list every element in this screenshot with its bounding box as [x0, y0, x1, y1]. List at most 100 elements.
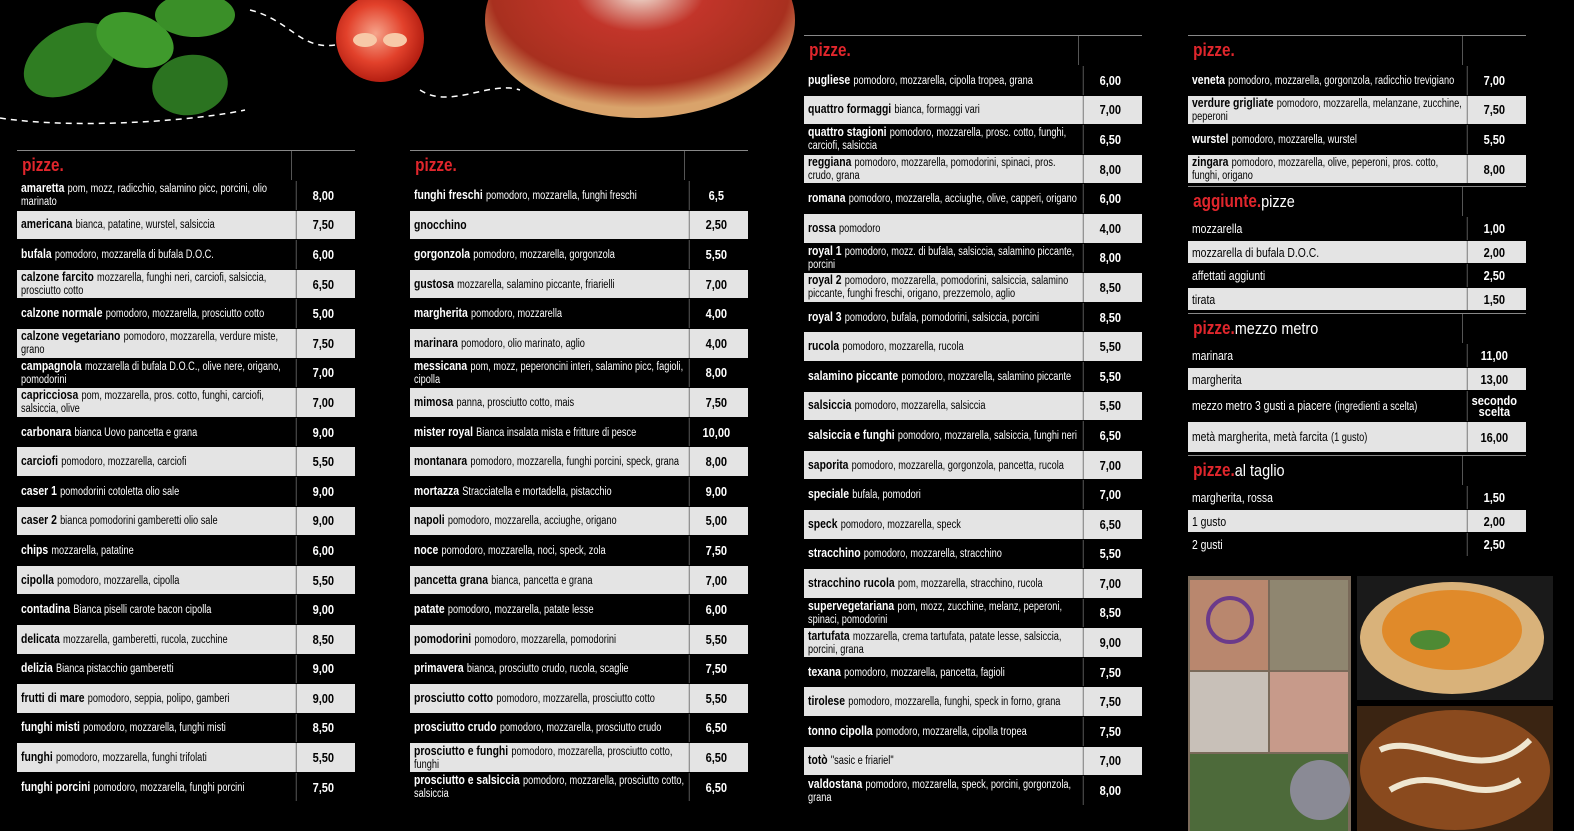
menu-item: margherita, rossa 1,50 [1188, 486, 1526, 509]
item-name: bufala [21, 245, 52, 261]
item-text: pancetta grana bianca, pancetta e grana [410, 566, 684, 595]
menu-item: wurstel pomodoro, mozzarella, wurstel 5,50 [1188, 125, 1526, 154]
item-price: 6,50 [688, 713, 743, 743]
menu-item: reggiana pomodoro, mozzarella, pomodorini… [804, 154, 1142, 184]
item-text: veneta pomodoro, mozzarella, gorgonzola, … [1188, 66, 1462, 95]
item-text: zingara pomodoro, mozzarella, olive, pepe… [1188, 155, 1462, 184]
item-text-inner: prosciutto crudo pomodoro, mozzarella, pr… [410, 720, 684, 734]
item-text: gorgonzola pomodoro, mozzarella, gorgonzo… [410, 240, 684, 269]
item-price: 7,00 [1082, 569, 1137, 598]
item-text: mortazza Stracciatella e mortadella, pist… [410, 477, 684, 506]
section-title-wrap: pizze. [1188, 40, 1235, 65]
menu-item: montanara pomodoro, mozzarella, funghi po… [410, 447, 748, 476]
item-text-inner: pugliese pomodoro, mozzarella, cipolla tr… [804, 73, 1078, 87]
item-price: 6,50 [688, 743, 743, 772]
item-text: cipolla pomodoro, mozzarella, cipolla [17, 566, 291, 595]
item-text-inner: rucola pomodoro, mozzarella, rucola [804, 338, 1078, 354]
item-text: carciofi pomodoro, mozzarella, carciofi [17, 447, 291, 476]
item-text: mimosa panna, prosciutto cotto, mais [410, 388, 684, 417]
item-name: calzone vegetariano [21, 328, 121, 344]
item-text-inner: mister royal Bianca insalata mista e frit… [410, 425, 684, 439]
menu-item: caser 2 bianca pomodorini gamberetti olio… [17, 506, 355, 536]
item-text-inner: prosciutto e salsiccia pomodoro, mozzarel… [410, 773, 684, 800]
menu-item: gustosa mozzarella, salamino piccante, fr… [410, 269, 748, 299]
menu-item: funghi pomodoro, mozzarella, funghi trifo… [17, 743, 355, 772]
item-price: 9,00 [295, 684, 350, 713]
item-text: royal 3 pomodoro, bufala, pomodorini, sal… [804, 303, 1078, 332]
item-name: speck [808, 515, 838, 531]
menu-item: texana pomodoro, mozzarella, pancetta, fa… [804, 657, 1142, 687]
item-name: cipolla [21, 571, 54, 587]
item-price: 7,50 [1466, 95, 1521, 125]
item-price: 7,00 [1082, 480, 1137, 509]
item-name: totò [808, 752, 828, 768]
item-text-inner: funghi porcini pomodoro, mozzarella, fung… [17, 780, 291, 794]
item-name: speciale [808, 486, 850, 502]
menu-item: margherita pomodoro, mozzarella 4,00 [410, 299, 748, 328]
menu-column: pizze. funghi freschi pomodoro, mozzarella… [410, 150, 748, 804]
photo [1188, 576, 1351, 831]
item-text: mister royal Bianca insalata mista e frit… [410, 418, 684, 447]
item-price: 5,50 [295, 565, 350, 595]
item-text-inner: texana pomodoro, mozzarella, pancetta, fa… [804, 665, 1078, 679]
item-price: 9,00 [688, 476, 743, 506]
item-text-inner: cipolla pomodoro, mozzarella, cipolla [17, 571, 291, 587]
section-title: pizze. [1193, 460, 1235, 481]
item-name: tonno cipolla [808, 722, 873, 738]
item-name: tirolese [808, 693, 845, 709]
menu-item: mister royal Bianca insalata mista e frit… [410, 417, 748, 447]
menu-item: gnocchino 2,50 [410, 210, 748, 240]
menu-item: metà margherita, metà farcita (1 gusto) 16… [1188, 422, 1526, 453]
item-price: 4,00 [688, 299, 743, 328]
menu-item: totò "sasic e friariel" 7,00 [804, 746, 1142, 776]
item-name: funghi [21, 749, 53, 765]
item-name: pomodorini [414, 630, 472, 646]
item-text: reggiana pomodoro, mozzarella, pomodorini… [804, 155, 1078, 184]
item-description: panna, prosciutto cotto, mais [456, 396, 575, 409]
item-description: bufala, pomodori [852, 489, 921, 502]
item-description: pomodoro, mozzarella, funghi porcini [93, 781, 245, 794]
item-text: carbonara bianca Uovo pancetta e grana [17, 418, 291, 447]
item-text: saporita pomodoro, mozzarella, gorgonzola… [804, 451, 1078, 480]
item-text: calzone vegetariano pomodoro, mozzarella,… [17, 329, 291, 358]
item-price: 8,50 [1082, 598, 1137, 628]
item-description: pomodoro, mozzarella, acciughe, origano [447, 515, 617, 528]
item-text-inner: calzone vegetariano pomodoro, mozzarella,… [17, 328, 291, 356]
section-header: pizze. [804, 35, 1142, 65]
item-price: 4,00 [1082, 213, 1137, 243]
item-text: salsiccia e funghi pomodoro, mozzarella, … [804, 421, 1078, 450]
item-name: gorgonzola [414, 245, 471, 261]
item-description: Stracciatella e mortadella, pistacchio [462, 485, 612, 498]
item-name: patate [414, 601, 445, 617]
item-name: reggiana [808, 154, 852, 170]
item-description: pomodoro, mozzarella, funghi, speck in f… [848, 696, 1061, 709]
item-description: pomodoro, mozzarella, speck [840, 518, 961, 531]
item-label: mozzarella di bufala D.O.C. [1192, 244, 1320, 260]
item-description: bianca, formaggi vari [894, 104, 980, 117]
item-price: 7,50 [295, 210, 350, 240]
item-name: valdostana [808, 776, 863, 791]
item-text-inner: royal 2 pomodoro, mozzarella, pomodorini,… [804, 273, 1078, 300]
item-name: contadina [21, 601, 71, 617]
item-name: rucola [808, 338, 840, 354]
menu-item: stracchino rucola pom, mozzarella, stracc… [804, 569, 1142, 598]
item-name: delizia [21, 660, 53, 676]
item-name: capricciosa [21, 388, 79, 403]
item-price: 7,50 [1082, 657, 1137, 687]
item-text-inner: mozzarella [1188, 222, 1462, 235]
item-name: royal 3 [808, 308, 842, 324]
item-text: mozzarella [1188, 217, 1462, 240]
item-text: gnocchino [410, 211, 684, 240]
item-description: pomodoro, mozzarella, prosciutto cotto [105, 308, 265, 321]
menu-item: 2 gusti 2,50 [1188, 533, 1526, 556]
item-text: tirolese pomodoro, mozzarella, funghi, sp… [804, 687, 1078, 716]
item-price: 1,00 [1466, 217, 1521, 240]
menu-item: saporita pomodoro, mozzarella, gorgonzola… [804, 450, 1142, 480]
menu-item: pancetta grana bianca, pancetta e grana 7,… [410, 565, 748, 595]
menu-section: pizze. amaretta pom, mozz, radicchio, sala… [17, 150, 355, 802]
section-title: pizze. [1193, 40, 1235, 60]
item-text: stracchino rucola pom, mozzarella, stracc… [804, 569, 1078, 598]
item-description: pomodoro, bufala, pomodorini, salsiccia,… [844, 311, 1040, 324]
item-price: 5,50 [295, 743, 350, 772]
item-description: pomodoro, mozzarella, salamino piccante [901, 370, 1072, 383]
